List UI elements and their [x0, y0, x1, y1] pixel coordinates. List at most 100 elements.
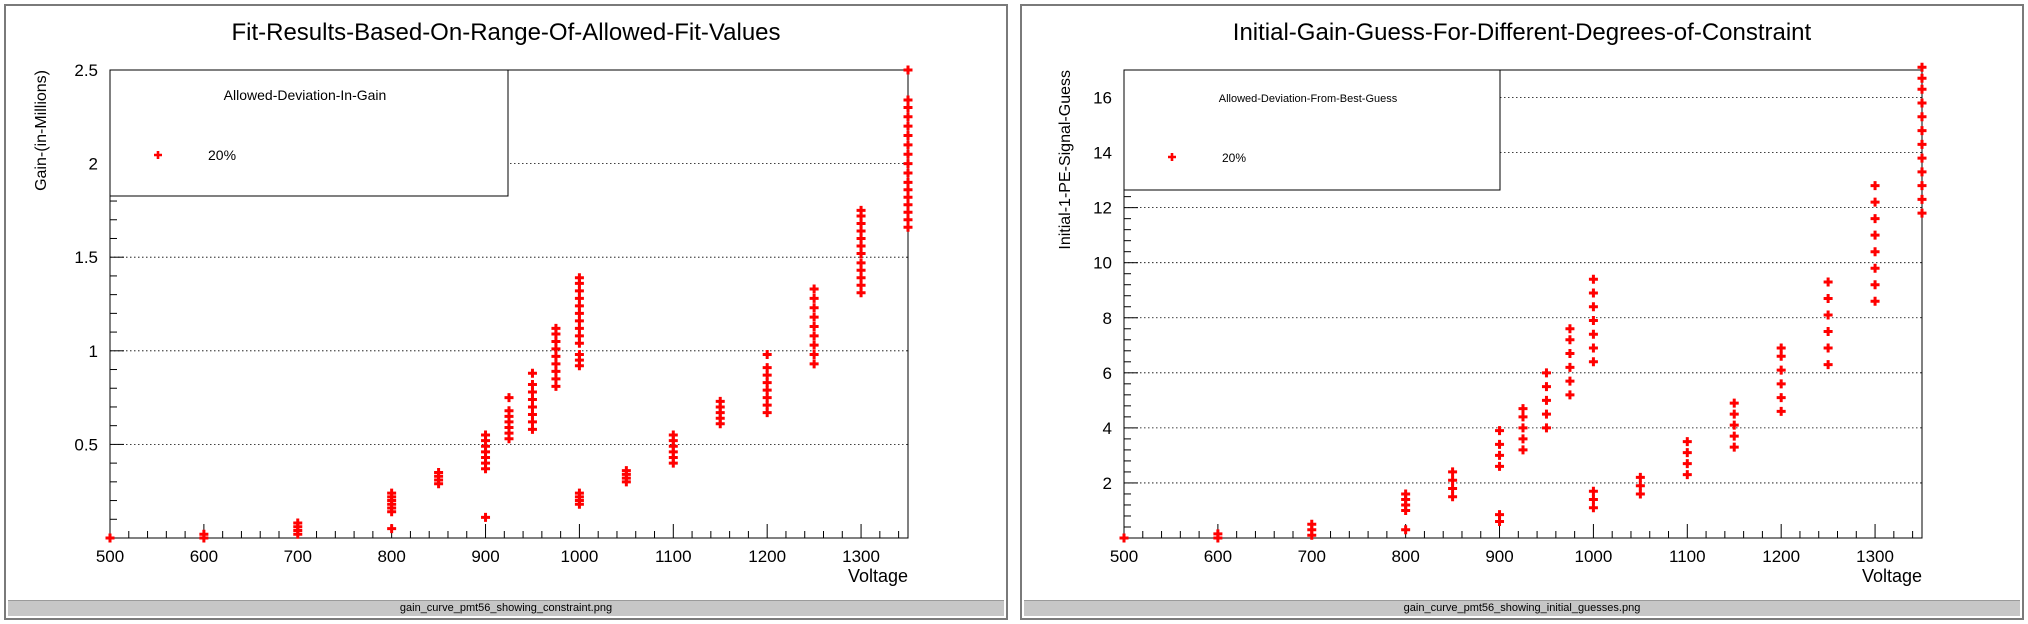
x-tick-label: 500 — [96, 547, 124, 566]
legend: Allowed-Deviation-In-Gain 20% — [109, 69, 509, 197]
data-point — [1541, 395, 1551, 405]
data-point — [1729, 398, 1739, 408]
y-tick-label: 2.5 — [74, 61, 98, 80]
data-point — [1565, 335, 1575, 345]
legend-marker — [1168, 153, 1176, 161]
legend-marker — [154, 151, 162, 159]
y-tick-label: 1 — [89, 342, 98, 361]
data-point — [762, 363, 772, 373]
data-point — [1870, 263, 1880, 273]
data-point — [1776, 351, 1786, 361]
data-point — [762, 350, 772, 360]
y-tick-label: 4 — [1103, 419, 1112, 438]
data-point — [1917, 153, 1927, 163]
x-tick-label: 1000 — [560, 547, 598, 566]
data-point — [1729, 409, 1739, 419]
data-point — [715, 396, 725, 406]
data-point — [668, 430, 678, 440]
filename-caption-left: gain_curve_pmt56_showing_constraint.png — [8, 600, 1004, 616]
data-point — [481, 430, 491, 440]
data-point — [809, 359, 819, 369]
chart-title: Initial-Gain-Guess-For-Different-Degrees… — [1233, 19, 1812, 46]
x-axis-label: Voltage — [848, 566, 908, 586]
data-point — [1518, 423, 1528, 433]
data-point — [1518, 445, 1528, 455]
data-point — [1307, 519, 1317, 529]
data-point — [856, 258, 866, 268]
data-point — [1870, 197, 1880, 207]
data-point — [1729, 442, 1739, 452]
x-tick-label: 800 — [1391, 547, 1419, 566]
series-0 — [105, 65, 913, 543]
data-point — [1213, 529, 1223, 539]
data-point — [1870, 247, 1880, 257]
y-tick-label: 16 — [1093, 89, 1112, 108]
data-point — [1495, 450, 1505, 460]
data-point — [1588, 343, 1598, 353]
data-point — [1823, 360, 1833, 370]
data-point — [903, 65, 913, 75]
x-tick-label: 1000 — [1574, 547, 1612, 566]
data-point — [1870, 181, 1880, 191]
data-point — [1870, 230, 1880, 240]
data-point — [1682, 459, 1692, 469]
data-point — [903, 177, 913, 187]
data-point — [1495, 426, 1505, 436]
data-point — [809, 321, 819, 331]
data-point — [1588, 357, 1598, 367]
data-point — [527, 379, 537, 389]
data-point — [1518, 404, 1528, 414]
data-point — [1635, 489, 1645, 499]
data-point — [1495, 439, 1505, 449]
data-point — [903, 159, 913, 169]
data-point — [1870, 214, 1880, 224]
data-point — [1588, 494, 1598, 504]
data-point — [903, 112, 913, 122]
data-point — [1682, 470, 1692, 480]
x-tick-label: 1300 — [1856, 547, 1894, 566]
data-point — [1119, 533, 1129, 543]
x-tick-label: 500 — [1110, 547, 1138, 566]
data-point — [199, 529, 209, 539]
legend-box — [1123, 69, 1501, 191]
data-point — [1776, 393, 1786, 403]
data-point — [504, 393, 514, 403]
legend-entry: 20% — [1222, 151, 1246, 165]
data-point — [1917, 112, 1927, 122]
y-tick-label: 12 — [1093, 199, 1112, 218]
data-point — [1917, 98, 1927, 108]
y-tick-label: 8 — [1103, 309, 1112, 328]
x-tick-label: 700 — [284, 547, 312, 566]
initial-guess-chart: 500 600 700 800 900 1000 1100 1200 1300 2 4 6 8 10 12 1… — [1057, 19, 1927, 586]
data-point — [809, 303, 819, 313]
data-point — [1917, 194, 1927, 204]
data-point — [1823, 343, 1833, 353]
data-point — [1565, 362, 1575, 372]
data-point — [481, 512, 491, 522]
data-point — [1823, 293, 1833, 303]
data-point — [1401, 489, 1411, 499]
y-axis-label: Gain-(in-Millions) — [33, 70, 50, 191]
data-point — [1776, 343, 1786, 353]
legend-entry: 20% — [208, 147, 236, 163]
data-point — [809, 331, 819, 341]
y-tick-label: 6 — [1103, 364, 1112, 383]
x-tick-label: 1200 — [1762, 547, 1800, 566]
data-point — [1635, 481, 1645, 491]
data-point — [903, 95, 913, 105]
data-point — [504, 406, 514, 416]
data-point — [434, 467, 444, 477]
data-point — [1917, 62, 1927, 72]
data-point — [1776, 406, 1786, 416]
y-tick-label: 0.5 — [74, 435, 98, 454]
data-point — [1729, 420, 1739, 430]
data-point — [1776, 379, 1786, 389]
plot-frame — [109, 69, 909, 539]
data-point — [1635, 472, 1645, 482]
data-point — [809, 350, 819, 360]
data-point — [1541, 423, 1551, 433]
left-chart-panel: 500 600 700 800 900 1000 1100 1200 1300 0.5 1 1.5 2 2… — [4, 4, 1008, 620]
data-point — [551, 323, 561, 333]
data-point — [387, 488, 397, 498]
y-tick-label: 2 — [1103, 474, 1112, 493]
